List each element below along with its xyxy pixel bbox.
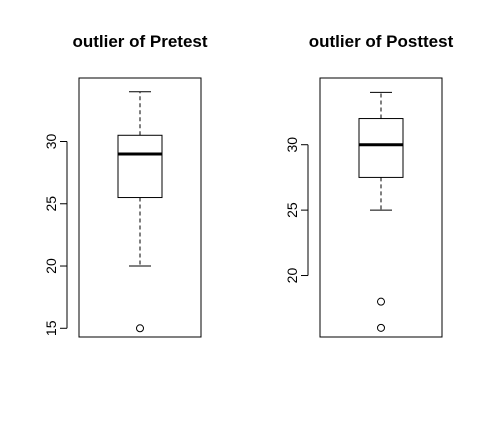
panel-pretest: outlier of Pretest 15 20 25 30 (43, 32, 208, 338)
box-marks (358, 91, 404, 332)
chart-title: outlier of Pretest (72, 32, 207, 51)
y-tick-label: 20 (43, 258, 59, 274)
y-tick-label: 25 (43, 196, 59, 212)
outlier-point (377, 323, 385, 332)
y-tick-label: 30 (284, 137, 300, 153)
y-axis: 15 20 25 30 (43, 134, 68, 336)
y-tick-label: 15 (43, 320, 59, 336)
iqr-box (117, 134, 163, 199)
y-axis: 20 25 30 (284, 137, 309, 284)
panel-posttest: outlier of Posttest 20 25 30 (284, 32, 454, 338)
outlier-point (377, 297, 385, 306)
chart-title: outlier of Posttest (309, 32, 454, 51)
outlier-point (136, 324, 144, 333)
plot-frame (319, 77, 443, 338)
box-marks (117, 91, 163, 333)
y-tick-label: 30 (43, 134, 59, 150)
iqr-box (358, 118, 404, 178)
plot-frame (78, 77, 202, 338)
y-tick-label: 20 (284, 268, 300, 284)
y-tick-label: 25 (284, 202, 300, 218)
